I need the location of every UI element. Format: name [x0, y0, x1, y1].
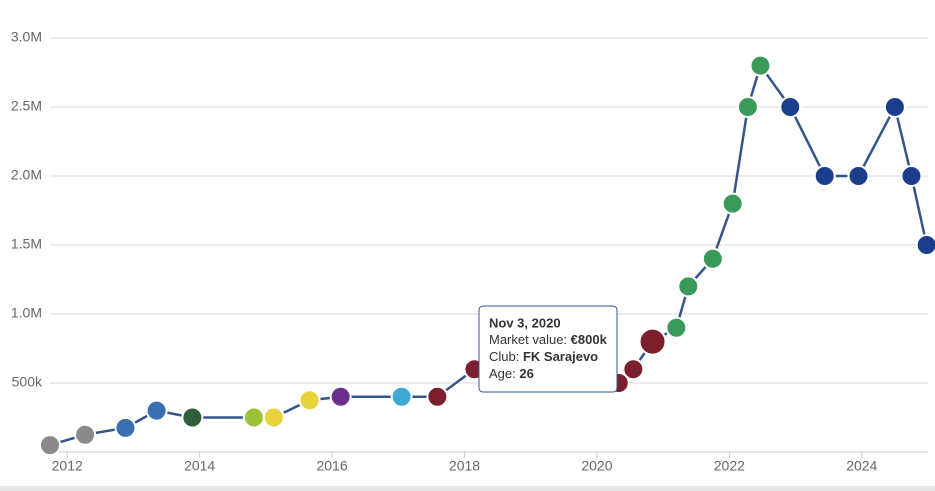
tooltip-value: 26 — [519, 366, 533, 381]
x-tick-label: 2012 — [52, 458, 83, 474]
x-tick-label: 2020 — [581, 458, 612, 474]
tooltip-label: Age: — [489, 366, 519, 381]
x-tick-label: 2016 — [316, 458, 347, 474]
club-marker — [262, 406, 285, 429]
y-tick-label: 500k — [12, 374, 43, 390]
club-marker — [114, 416, 137, 439]
y-tick-label: 2.0M — [11, 167, 42, 183]
club-marker — [701, 247, 724, 270]
club-marker — [145, 399, 168, 422]
club-marker — [181, 406, 204, 429]
x-tick-label: 2024 — [846, 458, 877, 474]
club-marker — [721, 192, 744, 215]
y-tick-label: 1.5M — [11, 236, 42, 252]
club-marker — [813, 165, 836, 187]
y-tick-label: 3.0M — [11, 29, 42, 45]
bottom-strip — [0, 486, 935, 491]
club-marker — [883, 96, 906, 118]
club-marker — [638, 327, 667, 356]
x-tick-label: 2022 — [714, 458, 745, 474]
tooltip-line: Age: 26 — [489, 366, 534, 381]
club-marker — [749, 54, 772, 77]
club-marker — [242, 406, 265, 429]
tooltip-box — [478, 305, 618, 393]
club-marker — [622, 358, 645, 381]
club-marker — [779, 96, 802, 118]
club-marker — [298, 389, 321, 412]
tooltip-line: Club: FK Sarajevo — [489, 349, 598, 364]
club-marker — [847, 165, 870, 187]
y-tick-label: 2.5M — [11, 98, 42, 114]
club-marker — [329, 385, 352, 408]
club-marker — [390, 385, 413, 408]
y-tick-label: 1.0M — [11, 305, 42, 321]
club-marker — [665, 316, 688, 339]
tooltip-label: Club: — [489, 349, 523, 364]
club-marker — [39, 434, 61, 457]
x-tick-label: 2018 — [449, 458, 480, 474]
club-marker — [900, 165, 923, 187]
tooltip-line: Market value: €800k — [489, 332, 608, 347]
club-marker — [677, 275, 700, 298]
tooltip: Nov 3, 2020 Market value: €800k Club: FK S… — [478, 305, 618, 393]
tooltip-label: Market value: — [489, 332, 571, 347]
club-marker — [426, 385, 449, 408]
tooltip-value: €800k — [571, 332, 608, 347]
club-marker — [736, 96, 759, 118]
club-marker — [915, 234, 935, 256]
x-tick-label: 2014 — [184, 458, 215, 474]
tooltip-value: FK Sarajevo — [523, 349, 598, 364]
club-marker — [74, 423, 97, 446]
tooltip-date: Nov 3, 2020 — [489, 315, 561, 330]
